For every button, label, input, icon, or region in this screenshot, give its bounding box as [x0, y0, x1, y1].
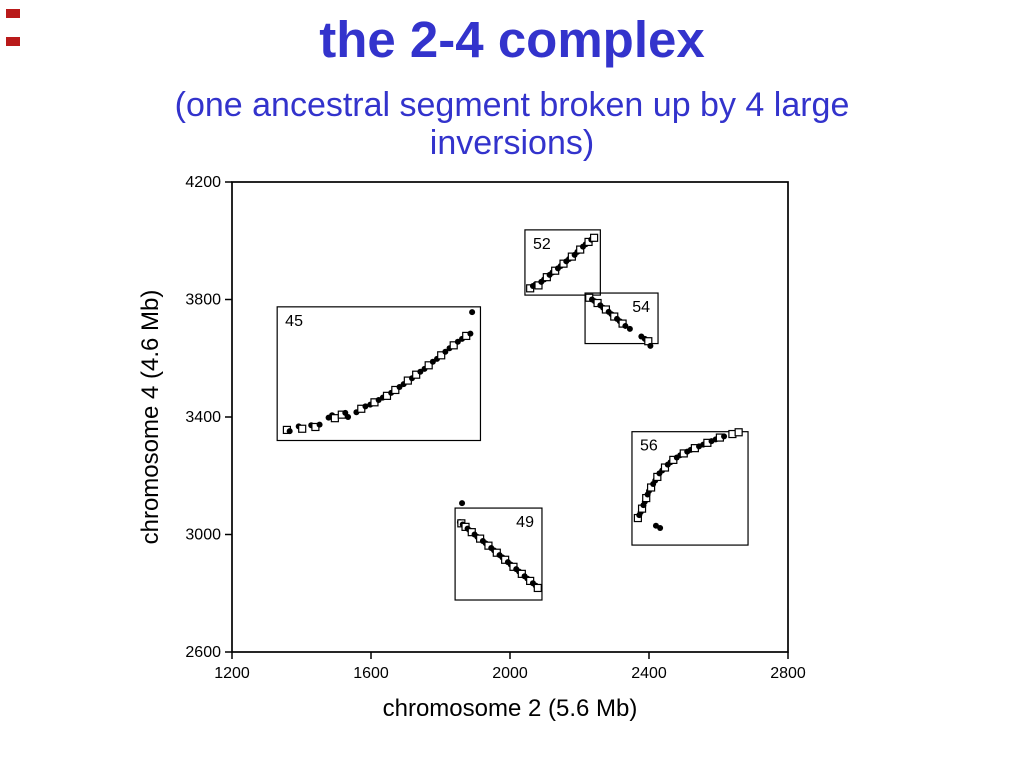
inversion-box	[584, 292, 659, 345]
marker-filled-circle	[721, 433, 728, 440]
marker-filled-circle	[454, 338, 461, 345]
y-tick-label: 4200	[185, 174, 221, 191]
marker-open-square	[298, 424, 307, 433]
marker-open-square	[533, 583, 542, 593]
marker-filled-circle	[626, 325, 633, 332]
slide-title: the 2-4 complex	[319, 11, 705, 68]
inversion-box	[524, 229, 601, 296]
inversion-box	[631, 431, 749, 546]
marker-open-square	[382, 391, 392, 400]
marker-filled-circle	[467, 330, 474, 337]
marker-open-square	[437, 351, 446, 360]
inversion-label: 49	[516, 514, 534, 531]
y-axis-title: chromosome 4 (4.6 Mb)	[137, 290, 164, 545]
marker-filled-circle	[286, 428, 293, 435]
marker-filled-circle	[316, 421, 323, 428]
marker-open-square	[424, 361, 433, 370]
y-tick-label: 3400	[185, 409, 221, 426]
marker-filled-circle	[362, 403, 369, 410]
marker-open-square	[734, 428, 743, 437]
marker-filled-circle	[647, 342, 654, 349]
marker-filled-circle	[622, 322, 629, 329]
marker-open-square	[391, 385, 400, 395]
x-tick-label: 2400	[631, 665, 667, 682]
x-tick-label: 2000	[492, 665, 528, 682]
marker-filled-circle	[417, 368, 424, 375]
slide-subtitle: (one ancestral segment broken up by 4 la…	[0, 86, 1024, 163]
marker-filled-circle	[345, 414, 352, 420]
subtitle-line-1: (one ancestral segment broken up by 4 la…	[174, 86, 850, 124]
marker-open-square	[412, 370, 421, 379]
inversion-label: 54	[632, 299, 650, 316]
marker-filled-circle	[469, 309, 476, 316]
x-axis-title: chromosome 2 (5.6 Mb)	[383, 695, 638, 722]
marker-open-square	[330, 414, 339, 423]
subtitle-line-2: inversions)	[429, 124, 595, 163]
marker-filled-circle	[429, 358, 436, 365]
inversion-label: 56	[640, 438, 658, 455]
corner-mark	[6, 37, 20, 46]
y-tick-label: 2600	[185, 644, 221, 661]
inversion-box	[454, 507, 543, 601]
marker-open-square	[589, 233, 599, 242]
marker-filled-circle	[657, 525, 664, 532]
y-tick-label: 3000	[185, 527, 221, 544]
corner-mark	[6, 9, 20, 18]
marker-filled-circle	[459, 500, 466, 507]
marker-filled-circle	[442, 348, 449, 355]
inversion-label: 52	[533, 236, 551, 253]
plot-frame	[231, 181, 789, 653]
marker-filled-circle	[396, 384, 403, 391]
inversion-label: 45	[285, 313, 303, 330]
x-tick-label: 1600	[353, 665, 389, 682]
y-tick-label: 3800	[185, 292, 221, 309]
x-tick-label: 2800	[770, 665, 806, 682]
marker-open-square	[449, 341, 458, 350]
inversion-box	[276, 306, 482, 442]
x-tick-label: 1200	[214, 665, 250, 682]
